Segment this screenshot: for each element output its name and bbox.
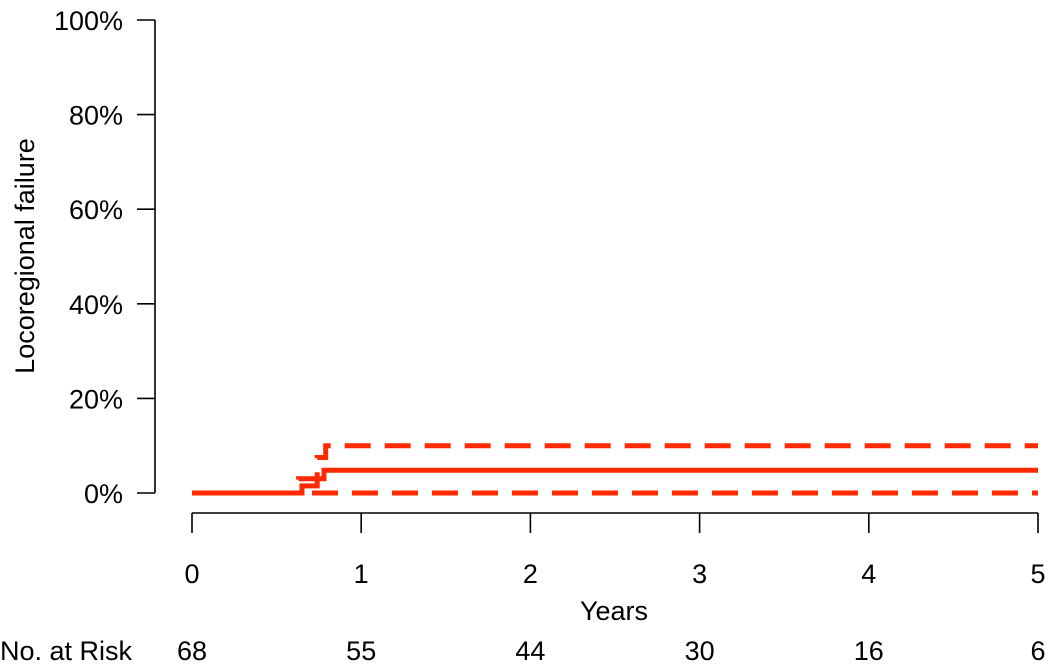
x-tick-label: 5 [1030, 559, 1045, 589]
risk-value: 68 [177, 636, 207, 664]
estimate-line [192, 467, 1038, 496]
series-layer [192, 443, 1038, 496]
y-tick-label: 80% [69, 101, 123, 131]
y-tick-label: 20% [69, 384, 123, 414]
risk-value: 44 [515, 636, 545, 664]
x-tick-label: 1 [354, 559, 369, 589]
risk-table: 68 55 44 30 16 6 [177, 636, 1046, 664]
y-tick-label: 40% [69, 290, 123, 320]
y-tick-label: 60% [69, 195, 123, 225]
x-axis: 0 1 2 3 4 5 [184, 512, 1046, 589]
confidence-band-line [192, 443, 1038, 496]
risk-value: 6 [1030, 636, 1045, 664]
risk-table-label: No. at Risk [0, 636, 133, 664]
x-tick-label: 2 [523, 559, 538, 589]
risk-value: 55 [346, 636, 376, 664]
y-tick-label: 100% [54, 6, 123, 36]
y-axis-title: Locoregional failure [10, 138, 40, 374]
x-tick-label: 0 [184, 559, 199, 589]
x-tick-label: 4 [861, 559, 876, 589]
x-tick-label: 3 [692, 559, 707, 589]
x-axis-title: Years [580, 596, 648, 626]
y-axis: 0% 20% 40% 60% 80% 100% [54, 6, 156, 509]
risk-value: 30 [685, 636, 715, 664]
y-tick-label: 0% [84, 479, 123, 509]
risk-value: 16 [854, 636, 884, 664]
